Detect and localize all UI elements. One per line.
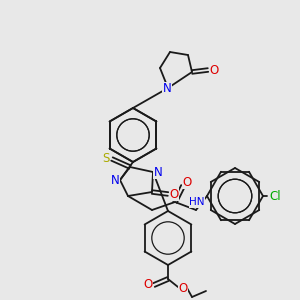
Text: S: S [102, 152, 110, 166]
Text: O: O [182, 176, 192, 188]
Text: O: O [178, 281, 188, 295]
Text: N: N [154, 166, 162, 178]
Text: N: N [111, 173, 119, 187]
Text: N: N [163, 82, 171, 95]
Text: HN: HN [189, 197, 205, 207]
Text: O: O [169, 188, 178, 200]
Text: O: O [209, 64, 219, 76]
Text: Cl: Cl [269, 190, 281, 202]
Text: O: O [143, 278, 153, 292]
